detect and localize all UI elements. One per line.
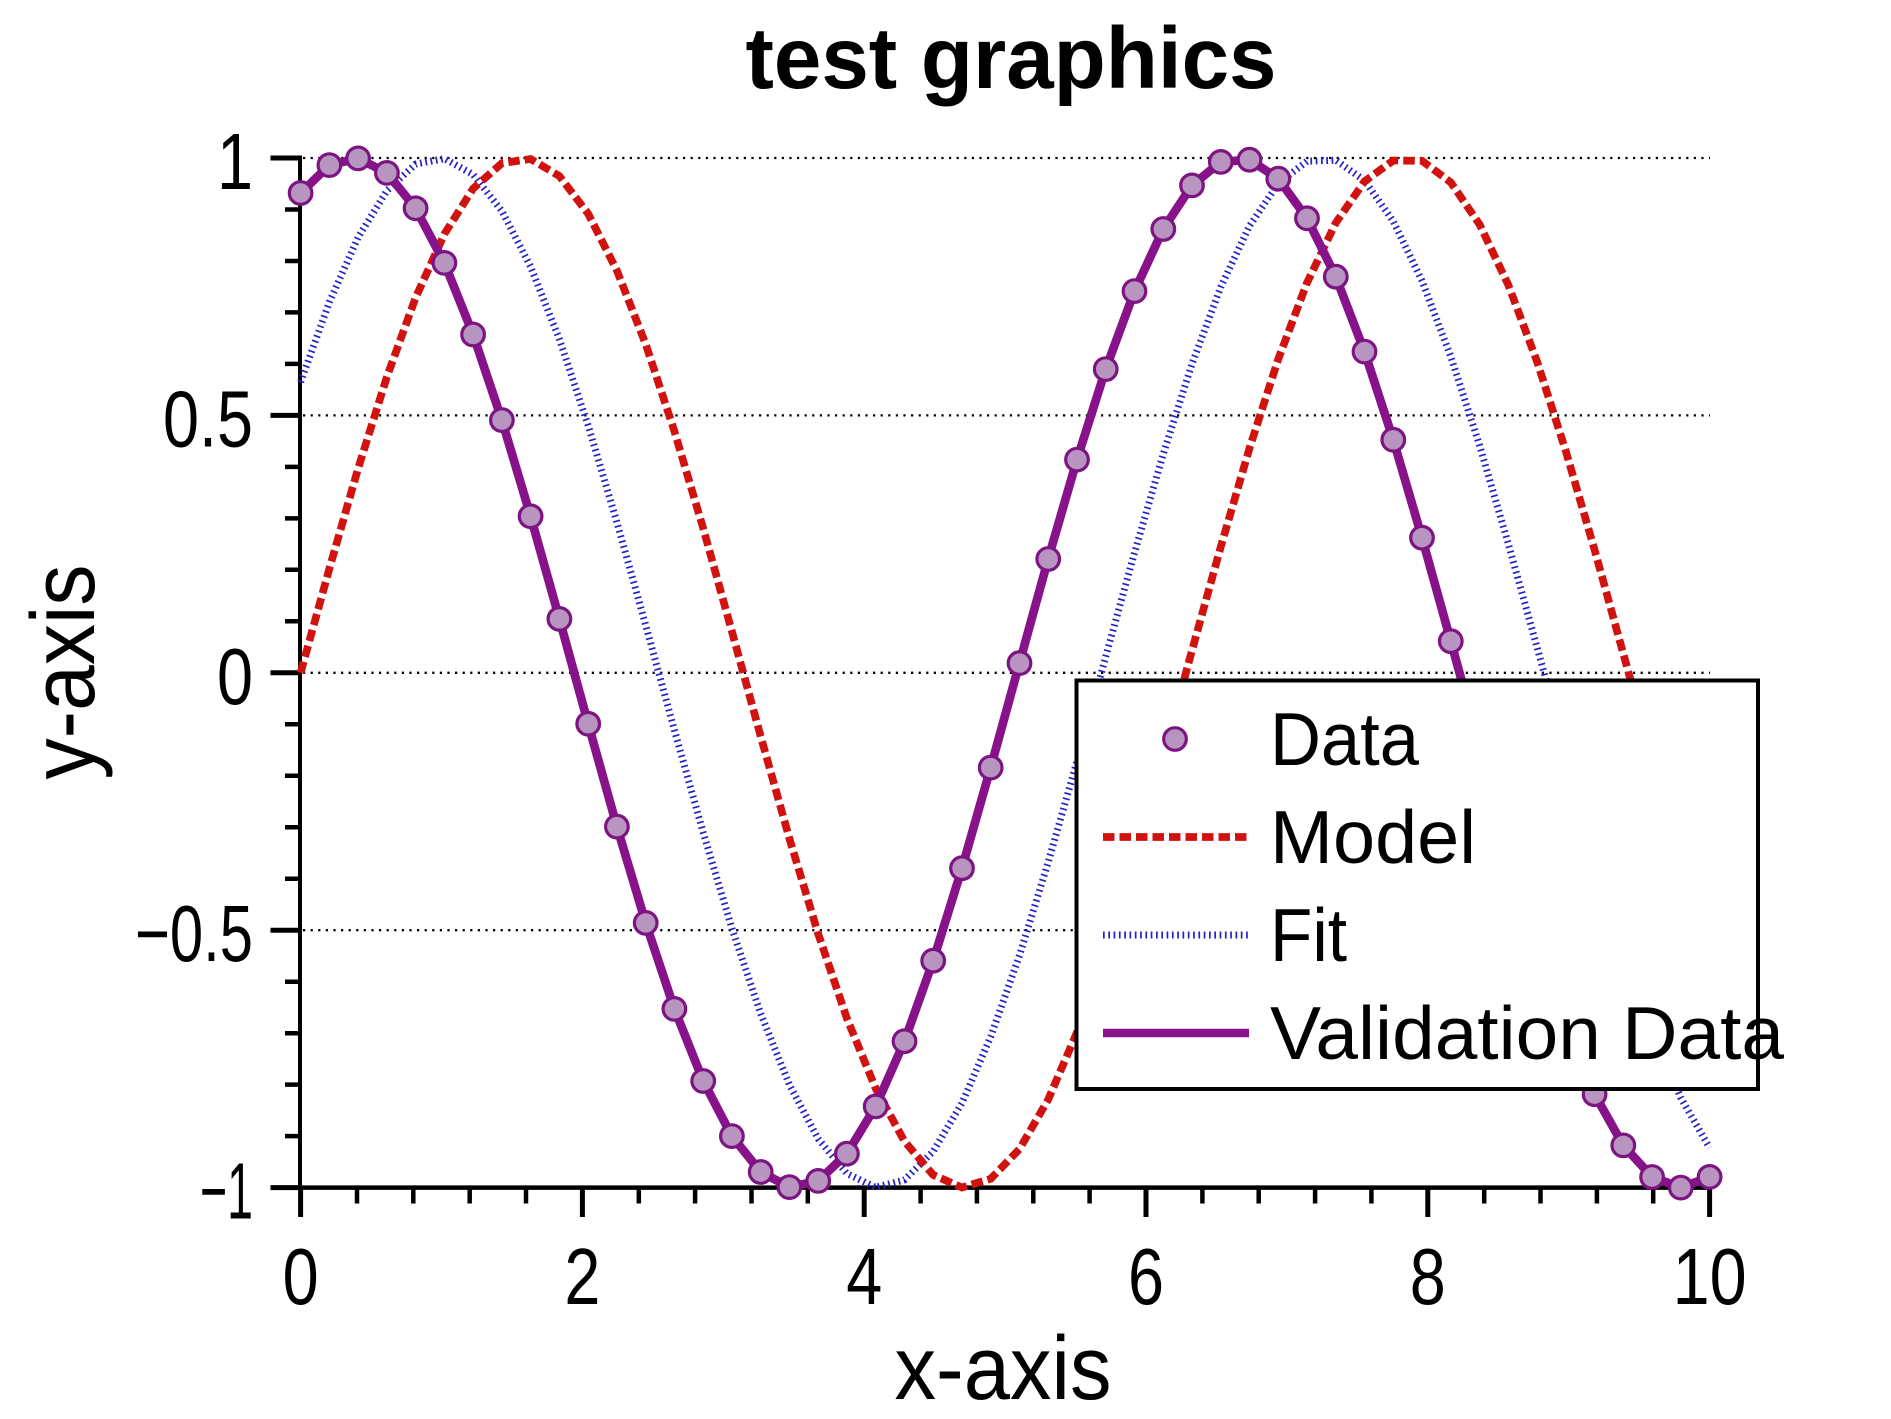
svg-text:0: 0 xyxy=(283,1232,319,1321)
svg-text:0: 0 xyxy=(217,632,253,721)
svg-text:10: 10 xyxy=(1673,1232,1747,1321)
svg-text:6: 6 xyxy=(1128,1232,1164,1321)
svg-text:4: 4 xyxy=(846,1232,882,1321)
svg-text:0.5: 0.5 xyxy=(163,374,253,463)
svg-text:x-axis: x-axis xyxy=(895,1319,1112,1419)
svg-text:Model: Model xyxy=(1270,795,1476,879)
svg-text:y-axis: y-axis xyxy=(14,565,114,780)
svg-text:Data: Data xyxy=(1270,697,1419,781)
svg-text:test graphics: test graphics xyxy=(746,10,1277,107)
svg-text:8: 8 xyxy=(1410,1232,1446,1321)
svg-text:2: 2 xyxy=(564,1232,600,1321)
svg-text:Validation Data: Validation Data xyxy=(1270,991,1784,1075)
svg-text:−0.5: −0.5 xyxy=(135,889,253,978)
svg-text:−1: −1 xyxy=(200,1147,253,1236)
svg-text:1: 1 xyxy=(217,117,253,206)
svg-text:Fit: Fit xyxy=(1270,893,1347,977)
